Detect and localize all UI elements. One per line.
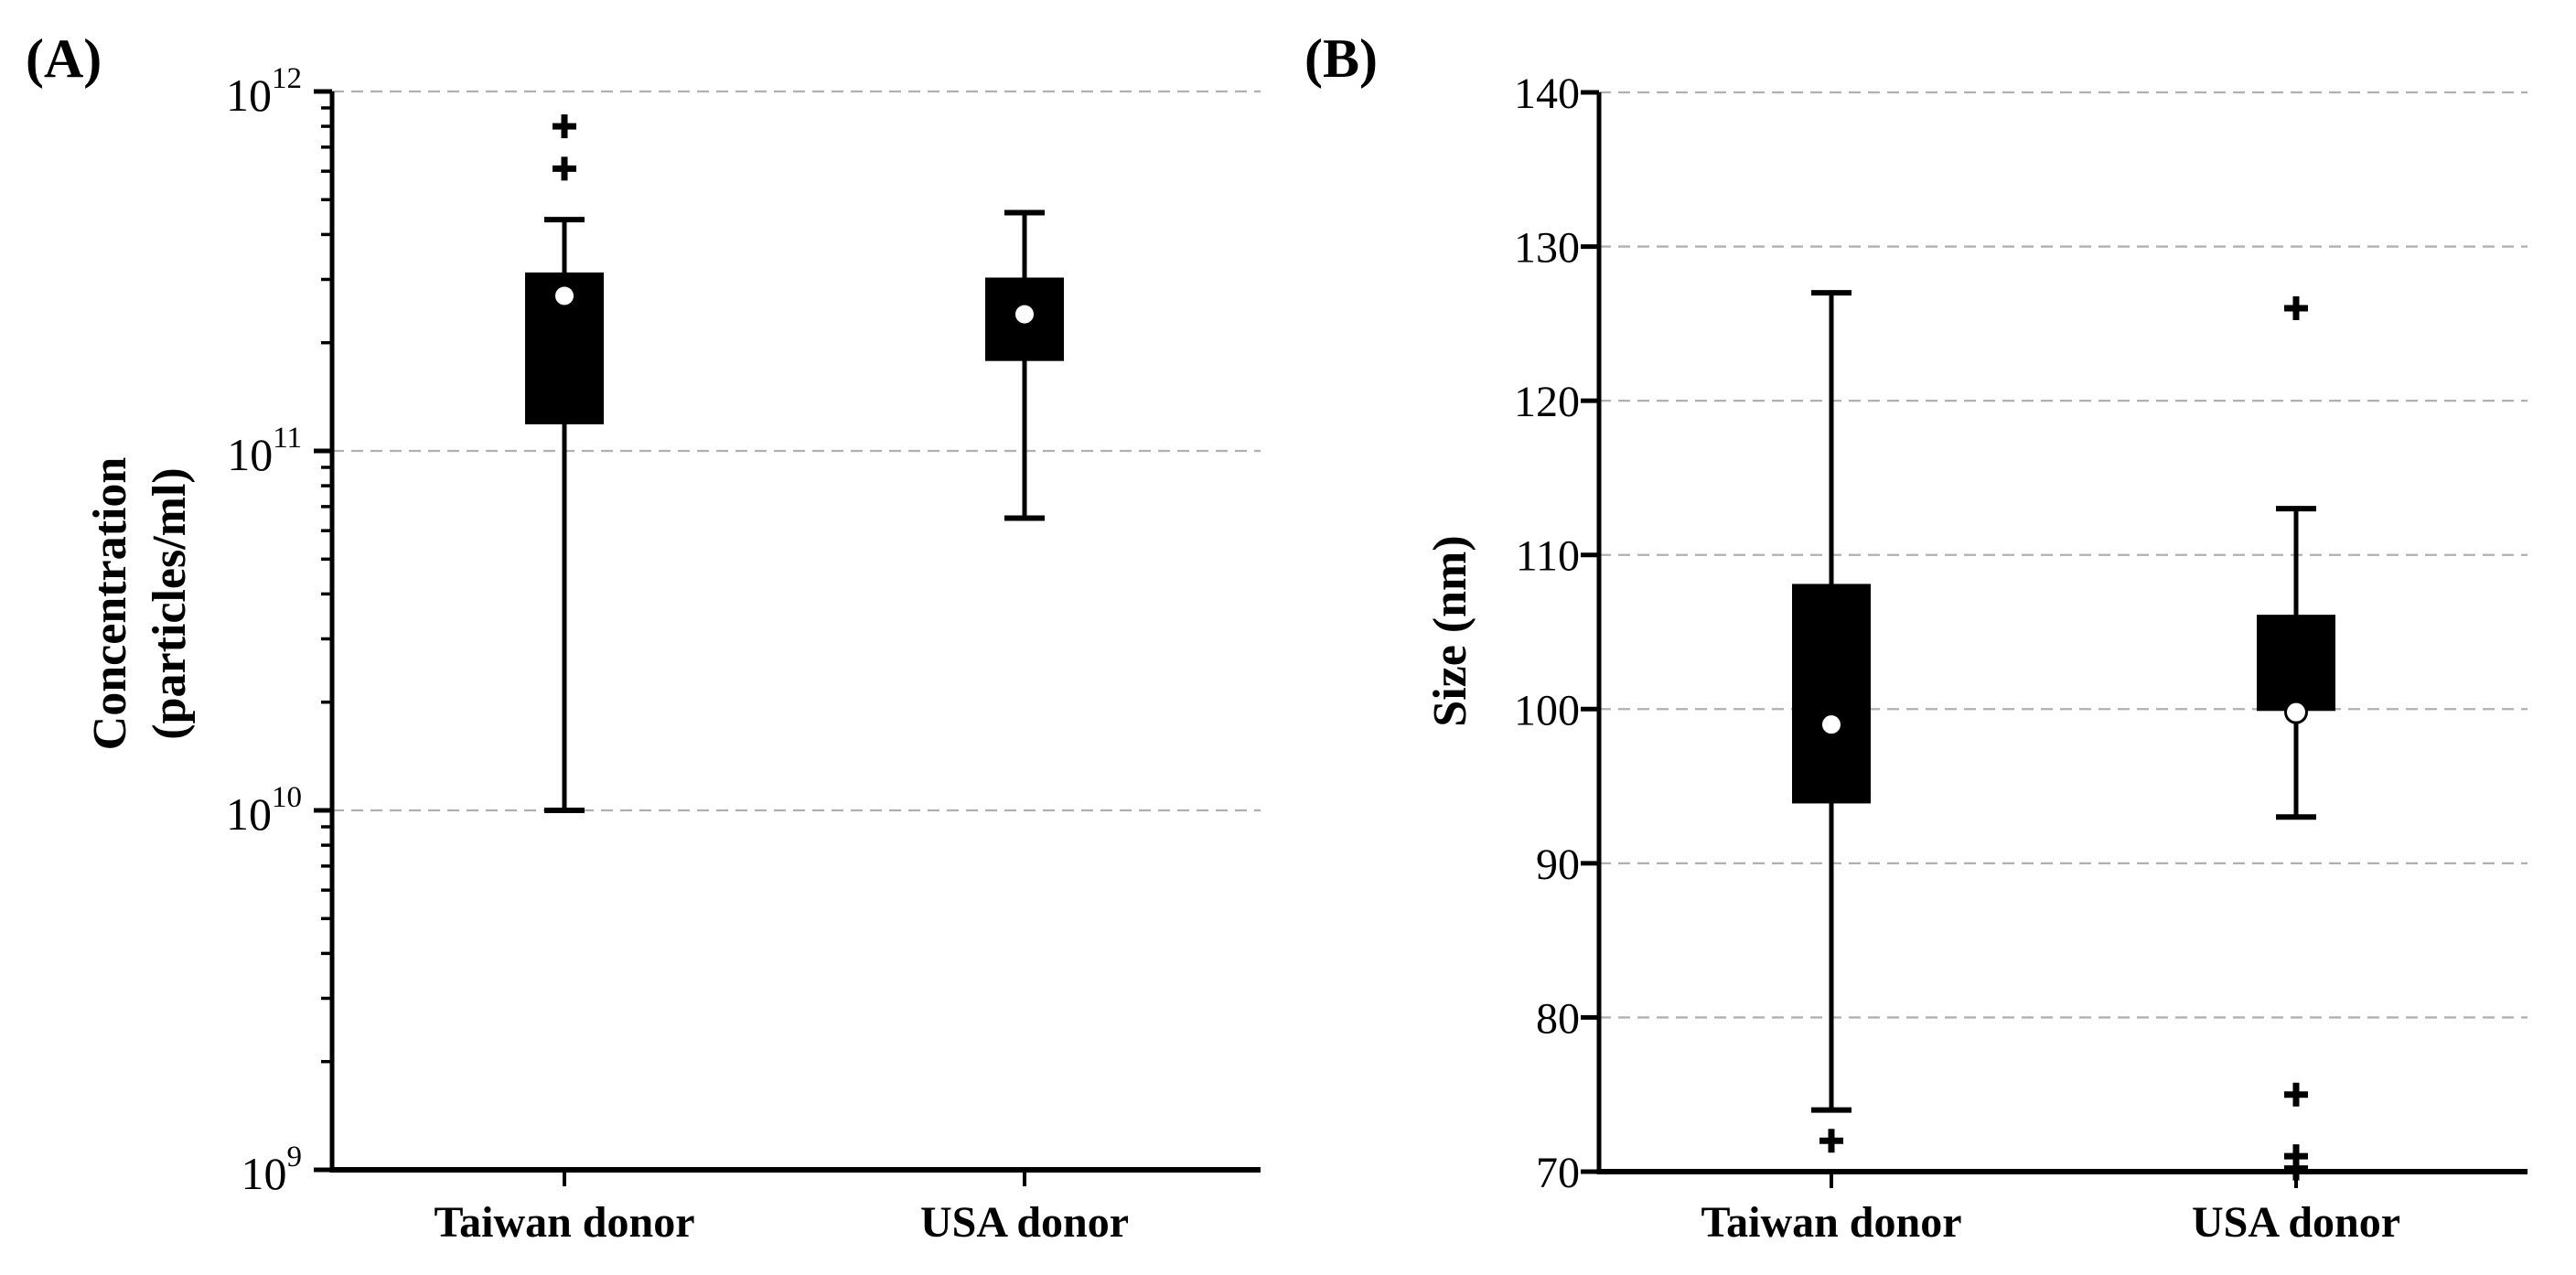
y-axis-title: (particles/ml) — [144, 467, 196, 739]
mean-marker — [553, 284, 576, 308]
y-axis-ticks: 140 130 120 110 100 90 80 70 — [1514, 70, 1599, 1197]
y-tick-label: 1011 — [227, 422, 302, 480]
outlier-marker — [2284, 296, 2308, 320]
gridlines — [332, 90, 1261, 812]
iqr-box — [985, 277, 1064, 361]
x-category-label: USA donor — [2192, 1198, 2400, 1247]
boxplot-taiwan-donor — [525, 114, 604, 813]
mean-marker — [1819, 712, 1843, 737]
mean-marker — [2284, 700, 2308, 724]
y-tick-label: 1012 — [226, 62, 302, 121]
y-tick-label: 140 — [1514, 70, 1580, 118]
x-category-label: Taiwan donor — [435, 1198, 695, 1247]
boxplot-usa-donor — [985, 209, 1064, 521]
y-tick-label: 100 — [1514, 686, 1580, 734]
y-tick-label: 1010 — [226, 781, 302, 840]
y-tick-label: 70 — [1536, 1149, 1580, 1197]
iqr-box — [2257, 615, 2335, 712]
y-tick-label: 110 — [1516, 532, 1580, 581]
boxplot-usa-donor — [2257, 296, 2335, 1181]
outlier-marker — [2284, 1082, 2308, 1107]
y-axis-title: Size (nm) — [1424, 535, 1476, 726]
outlier-marker — [1819, 1129, 1843, 1153]
mean-marker — [1013, 302, 1036, 327]
y-tick-label: 120 — [1514, 378, 1580, 426]
panel-a: 1012 1011 1010 109 Taiwan donor USA donor (A) C… — [26, 28, 1261, 1247]
outlier-marker — [553, 114, 576, 139]
panel-label: (B) — [1304, 28, 1378, 89]
boxplot-taiwan-donor — [1792, 290, 1871, 1153]
y-axis-ticks: 1012 1011 1010 109 — [226, 62, 332, 1199]
y-tick-label: 90 — [1536, 841, 1580, 889]
y-tick-label: 80 — [1536, 994, 1580, 1043]
y-tick-label: 109 — [242, 1141, 303, 1199]
y-tick-label: 130 — [1514, 224, 1580, 273]
x-category-label: Taiwan donor — [1701, 1198, 1962, 1247]
y-axis-title: Concentration — [84, 457, 136, 751]
x-category-label: USA donor — [920, 1198, 1129, 1247]
outlier-marker — [553, 156, 576, 181]
iqr-box — [1792, 584, 1871, 804]
outlier-marker — [2284, 1156, 2308, 1181]
panel-b: 140 130 120 110 100 90 80 70 Taiwan donor USA don… — [1304, 28, 2528, 1247]
panel-label: (A) — [26, 28, 102, 89]
gridlines — [1599, 91, 2528, 1019]
